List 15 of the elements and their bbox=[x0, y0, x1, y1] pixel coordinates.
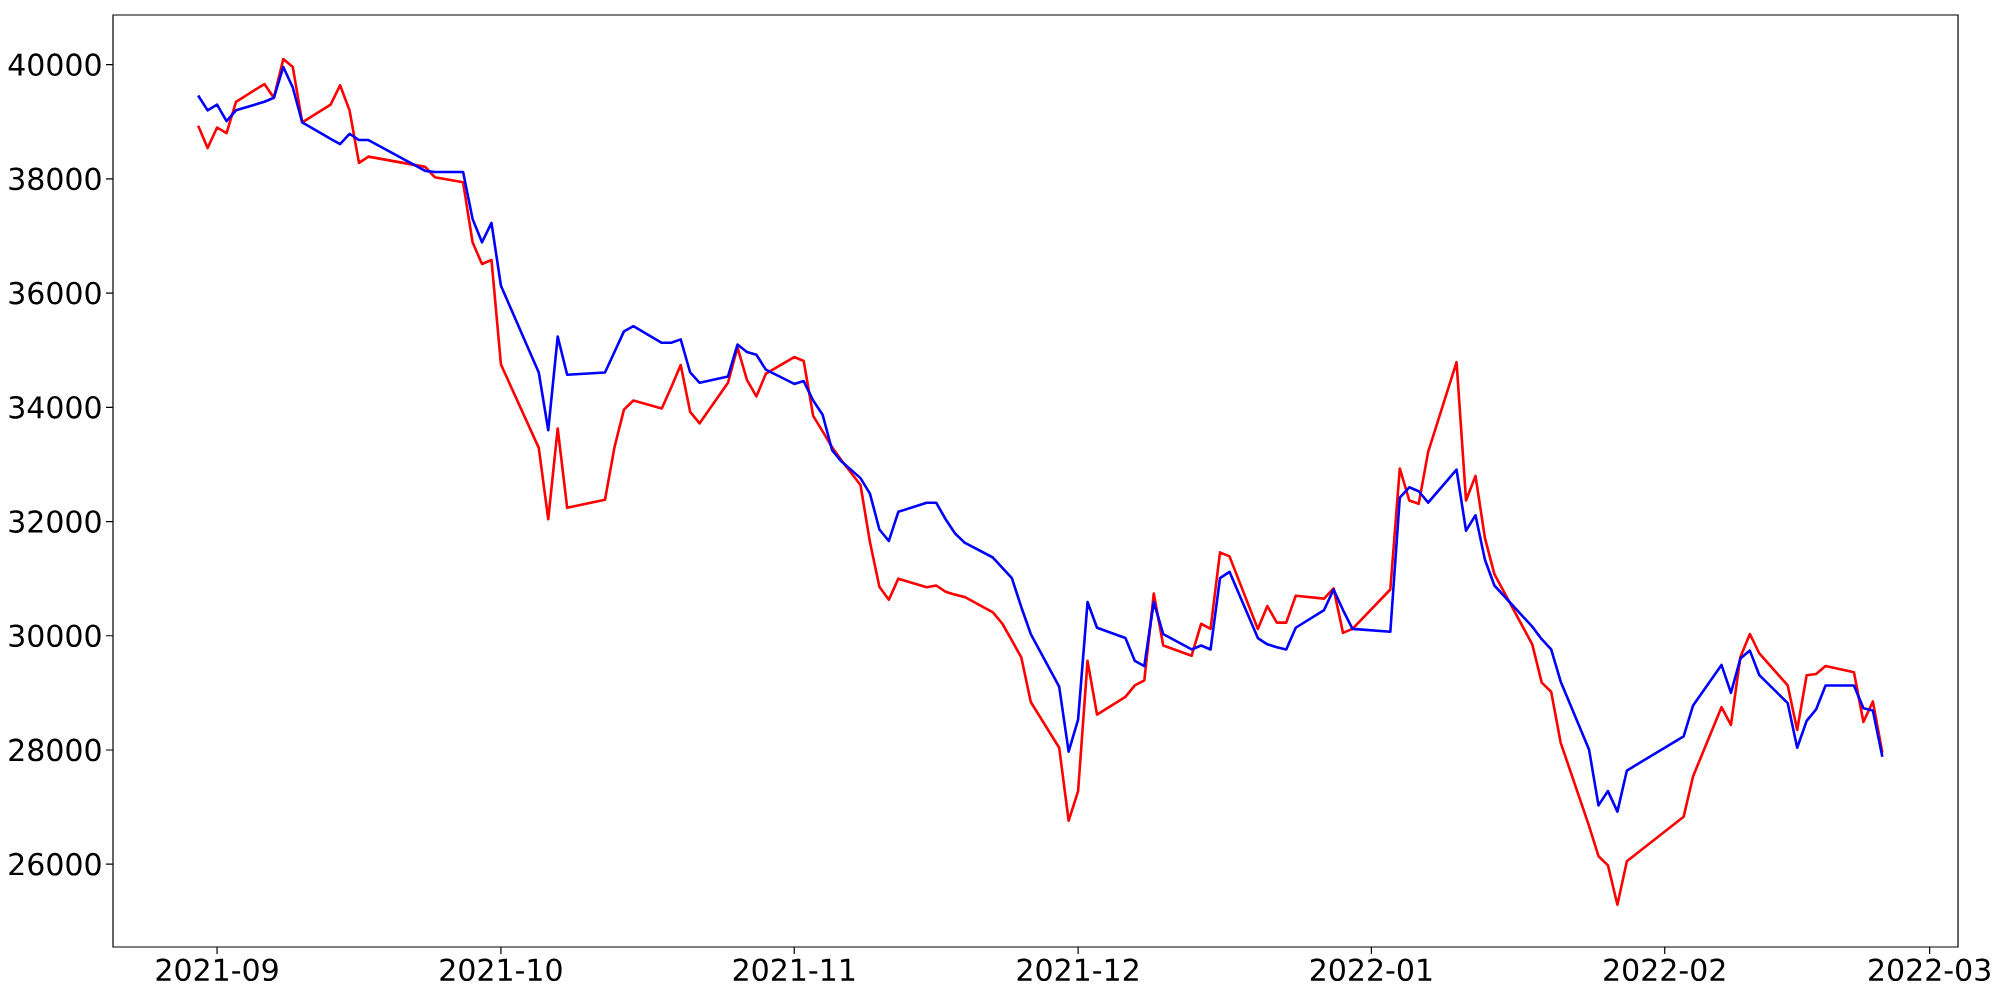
x-tick-label: 2022-01 bbox=[1310, 958, 1432, 982]
y-tick-label: 26000 bbox=[9, 852, 101, 876]
y-tick-label: 38000 bbox=[9, 167, 101, 191]
x-tick-label: 2022-02 bbox=[1604, 958, 1725, 982]
x-tick-label: 2022-03 bbox=[1869, 958, 1990, 982]
y-tick-label: 30000 bbox=[9, 624, 101, 648]
y-tick-label: 34000 bbox=[9, 395, 101, 419]
x-tick-label: 2021-11 bbox=[733, 958, 855, 982]
y-tick-label: 28000 bbox=[9, 738, 101, 762]
x-tick-label: 2021-12 bbox=[1017, 958, 1138, 982]
y-tick-label: 36000 bbox=[9, 281, 101, 305]
x-tick-label: 2021-10 bbox=[440, 958, 562, 982]
y-tick-label: 32000 bbox=[9, 510, 101, 533]
y-tick-label: 40000 bbox=[8, 53, 101, 77]
x-tick-label: 2021-09 bbox=[156, 958, 278, 982]
